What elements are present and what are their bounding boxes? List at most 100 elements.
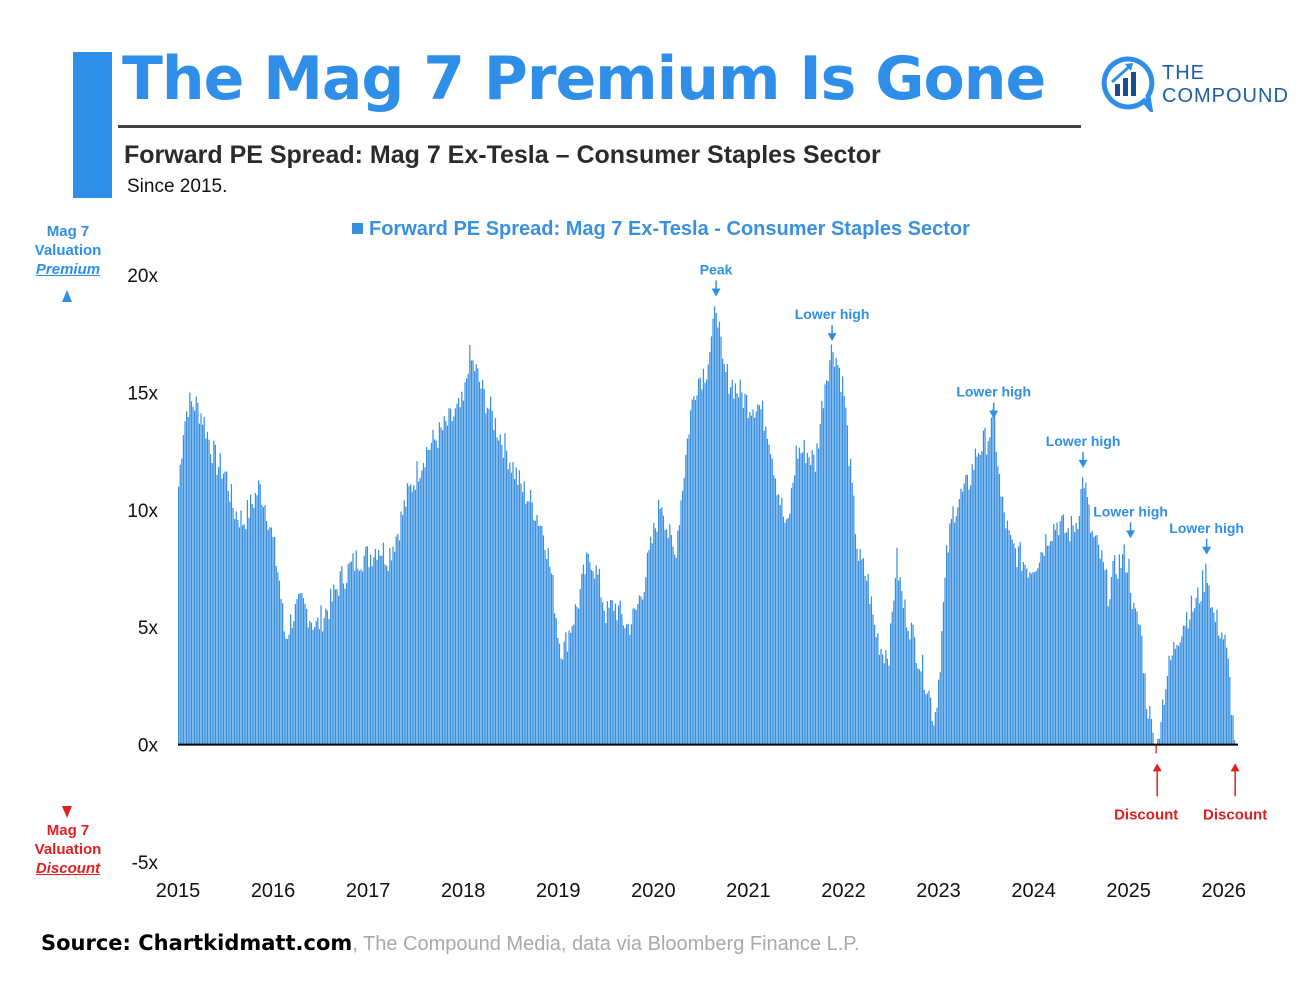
bar [680, 500, 682, 745]
high-annotation: Peak [700, 261, 733, 297]
bar [323, 618, 325, 745]
bar [286, 638, 289, 745]
bar [347, 564, 349, 745]
x-tick-label: 2026 [1201, 880, 1246, 902]
bar [341, 566, 343, 745]
bar [275, 566, 277, 745]
bar [870, 596, 873, 745]
bar [211, 462, 213, 745]
bar [598, 568, 601, 745]
bar [501, 444, 503, 745]
bar [331, 601, 333, 745]
bar [888, 665, 890, 745]
bar [1010, 534, 1012, 745]
bar [358, 570, 361, 745]
annotation-arrowhead [1202, 546, 1212, 555]
bar [709, 352, 711, 745]
bar [482, 380, 484, 745]
bar [942, 602, 945, 745]
bar [963, 483, 965, 745]
bar [576, 606, 578, 745]
bar [994, 416, 996, 745]
bar [315, 621, 317, 745]
bar [1125, 572, 1127, 745]
bar [424, 467, 426, 745]
bar [338, 595, 340, 745]
bar [957, 507, 959, 745]
annotation-arrowhead [1078, 459, 1088, 468]
bar [824, 384, 826, 745]
y-tick-label: 0x [138, 736, 159, 757]
bar [546, 558, 548, 745]
bar [714, 306, 716, 745]
bar [1147, 718, 1149, 745]
bar [1182, 625, 1185, 745]
bar [1210, 608, 1212, 745]
discount-label-line2: Valuation [34, 841, 102, 858]
bar [467, 373, 469, 745]
bar [869, 604, 871, 745]
bar [354, 570, 356, 745]
bar [330, 588, 332, 745]
bar [1018, 546, 1020, 745]
x-tick-label: 2024 [1011, 880, 1056, 902]
bar [947, 552, 949, 745]
bar [779, 505, 781, 745]
bar [224, 471, 226, 745]
bar [818, 448, 820, 745]
bar [488, 408, 490, 745]
bar [403, 500, 405, 745]
bar [744, 393, 746, 745]
bar [938, 679, 940, 745]
bar [602, 602, 604, 745]
bar [451, 421, 453, 745]
bar [1134, 608, 1137, 745]
bar [1166, 675, 1169, 745]
bar [586, 552, 588, 745]
bar [1197, 587, 1199, 745]
bar [490, 396, 492, 745]
bar [955, 516, 957, 745]
bar [645, 577, 647, 745]
bar [254, 493, 257, 745]
bar [1101, 550, 1103, 745]
bar [312, 629, 314, 745]
x-tick-label: 2016 [251, 880, 296, 902]
bar [920, 671, 922, 745]
bar [195, 396, 197, 745]
annotation-arrowhead [1126, 530, 1136, 539]
bar [443, 415, 445, 745]
bar [560, 658, 562, 745]
bar [1184, 625, 1186, 745]
bar [816, 443, 818, 745]
bar [670, 534, 673, 745]
bar [654, 528, 657, 745]
bar [794, 475, 796, 745]
bar [682, 490, 684, 745]
bar [461, 391, 463, 745]
bar [1200, 601, 1202, 745]
bar [1219, 638, 1221, 745]
bar [952, 506, 954, 745]
bar [894, 578, 897, 745]
bar [362, 571, 364, 745]
bar [750, 415, 753, 745]
bar [368, 567, 370, 745]
bar [810, 465, 812, 745]
bar [517, 484, 519, 745]
bar [987, 441, 989, 745]
bar [715, 313, 717, 745]
bar [442, 430, 444, 745]
bar [475, 364, 477, 745]
bar [1115, 574, 1117, 745]
bar [414, 489, 417, 745]
bar [1162, 699, 1164, 745]
bar [1165, 689, 1167, 745]
bar [346, 582, 348, 745]
bar [328, 618, 330, 745]
bar [611, 600, 613, 745]
bar [629, 634, 631, 745]
bar [992, 408, 994, 745]
bar [672, 546, 674, 745]
bar [565, 632, 567, 745]
